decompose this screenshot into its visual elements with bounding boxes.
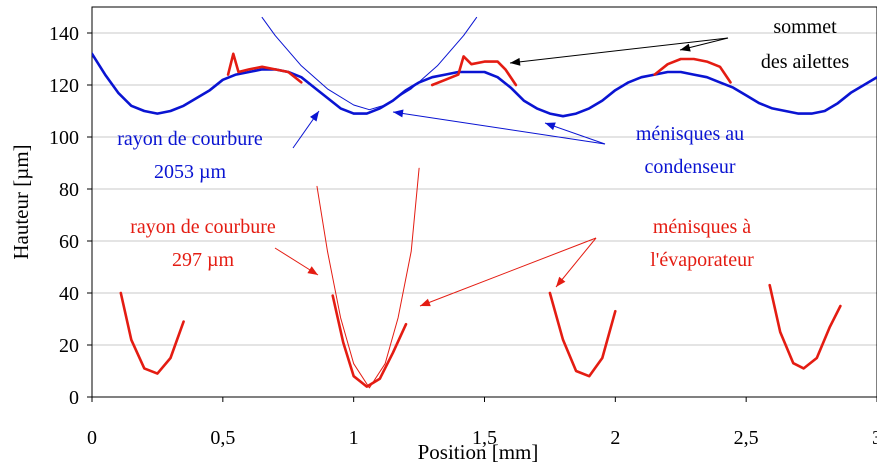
annotation-evaporator-menisci-line2: l'évaporateur	[650, 249, 754, 271]
y-tick-label: 20	[59, 335, 79, 357]
series-meniscus-evap-1	[119, 291, 185, 375]
x-tick-label: 2,5	[734, 427, 759, 449]
annotation-fin-tops-line2: des ailettes	[761, 51, 850, 73]
series-condenser-profile	[92, 52, 877, 118]
arrow-evaporator-2-head	[556, 276, 566, 287]
series-fin-top-2	[430, 55, 518, 87]
arrow-condenser-2	[544, 122, 606, 145]
arrow-fin-tops-1	[509, 37, 729, 64]
y-tick-label: 0	[69, 387, 79, 409]
arrow-condenser-1-head	[393, 109, 404, 118]
arrow-evaporator-1	[419, 237, 597, 307]
x-tick-label: 1,5	[472, 427, 497, 449]
annotation-condenser-radius-line2: 2053 µm	[154, 161, 227, 183]
y-tick-label: 80	[59, 179, 79, 201]
annotation-fin-tops-line1: sommet	[773, 16, 837, 38]
annotation-evaporator-radius-line2: 297 µm	[172, 249, 235, 271]
series-fin-top-3	[653, 57, 732, 84]
y-tick-label: 60	[59, 231, 79, 253]
arrow-fin-tops-2-head	[680, 43, 691, 52]
x-tick-label: 2	[610, 427, 620, 449]
grid-lines	[92, 32, 877, 346]
series-fit-circle-condenser	[261, 16, 478, 111]
y-tick-label: 40	[59, 283, 79, 305]
x-tick-label: 3	[872, 427, 877, 449]
series-fit-circle-evaporator	[316, 167, 420, 389]
arrow-fin-tops-1-head	[510, 57, 521, 66]
x-tick-label: 0,5	[210, 427, 235, 449]
series-group	[92, 16, 877, 389]
series-fin-top-1	[226, 52, 303, 84]
x-tick-labels: 0 0,5 1 1,5 2 2,5 3	[87, 427, 877, 449]
arrow-condenser-1	[392, 111, 606, 145]
series-meniscus-evap-3	[548, 291, 617, 378]
x-axis-title: Position [mm]	[418, 440, 539, 464]
axis-ticks	[87, 32, 877, 402]
y-tick-label: 140	[49, 23, 79, 45]
annotation-condenser-menisci-line1: ménisques au	[636, 123, 744, 145]
arrow-evaporator-radius-head	[307, 266, 318, 275]
arrow-condenser-radius-head	[310, 111, 319, 122]
annotation-arrows	[274, 37, 729, 307]
arrow-evaporator-2	[555, 237, 597, 288]
x-tick-label: 1	[349, 427, 359, 449]
y-tick-labels: 0 20 40 60 80 100 120 140	[49, 23, 79, 409]
x-tick-label: 0	[87, 427, 97, 449]
annotation-condenser-menisci-line2: condenseur	[644, 156, 735, 178]
y-tick-label: 100	[49, 127, 79, 149]
annotation-evaporator-radius-line1: rayon de courbure	[130, 216, 276, 238]
annotation-evaporator-menisci-line1: ménisques à	[653, 216, 751, 238]
y-axis-title: Hauteur [µm]	[9, 144, 33, 259]
series-meniscus-evap-2	[331, 294, 408, 388]
series-meniscus-evap-4	[768, 283, 842, 370]
plot-area	[91, 6, 877, 398]
arrow-evaporator-1-head	[420, 298, 431, 307]
y-tick-label: 120	[49, 75, 79, 97]
arrow-condenser-2-head	[545, 122, 556, 131]
annotation-condenser-radius-line1: rayon de courbure	[117, 128, 263, 150]
